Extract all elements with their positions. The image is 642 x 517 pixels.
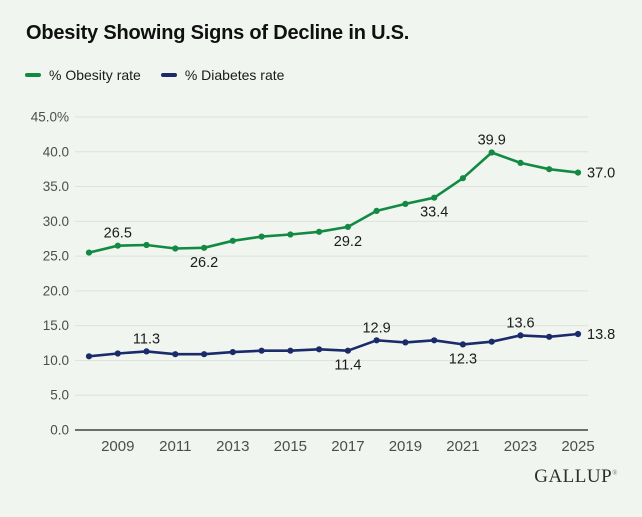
diabetes-point xyxy=(574,330,582,338)
diabetes-point-label: 12.9 xyxy=(362,320,390,336)
diabetes-point xyxy=(85,353,93,360)
obesity-point xyxy=(431,194,438,201)
diabetes-point xyxy=(229,349,236,356)
x-tick-label: 2019 xyxy=(389,438,422,455)
obesity-point xyxy=(344,223,351,230)
obesity-point xyxy=(488,149,495,156)
obesity-point xyxy=(143,241,150,249)
diabetes-point xyxy=(316,346,323,353)
gallup-logo: GALLUP® xyxy=(534,466,618,488)
legend-label-obesity: % Obesity rate xyxy=(49,67,141,83)
obesity-point xyxy=(287,231,294,238)
registered-trademark-icon: ® xyxy=(612,468,618,477)
y-tick-label: 45.0% xyxy=(31,109,69,124)
legend-label-diabetes: % Diabetes rate xyxy=(184,67,285,83)
obesity-point-label: 33.4 xyxy=(420,205,448,221)
obesity-point xyxy=(373,207,380,214)
diabetes-point xyxy=(402,339,409,346)
gallup-wordmark: GALLUP xyxy=(534,466,613,487)
x-tick-label: 2011 xyxy=(159,438,191,455)
diabetes-point xyxy=(488,338,495,345)
obesity-point xyxy=(201,244,208,251)
diabetes-point-label: 11.3 xyxy=(133,331,160,347)
diabetes-point xyxy=(172,351,179,358)
obesity-point xyxy=(85,249,93,256)
legend-item-diabetes: % Diabetes rate xyxy=(160,67,285,83)
diabetes-line xyxy=(87,332,580,358)
obesity-point-label: 26.5 xyxy=(104,226,132,242)
x-tick-label: 2009 xyxy=(101,438,134,455)
y-tick-label: 15.0 xyxy=(43,318,69,333)
diabetes-point xyxy=(431,337,438,344)
y-tick-label: 30.0 xyxy=(43,214,69,229)
obesity-point xyxy=(459,175,466,182)
legend-item-obesity: % Obesity rate xyxy=(25,67,141,83)
diabetes-point-label: 13.8 xyxy=(587,327,615,343)
obesity-point xyxy=(229,237,236,244)
obesity-point xyxy=(172,245,179,252)
y-tick-label: 25.0 xyxy=(43,249,69,264)
diabetes-point xyxy=(143,348,150,355)
obesity-line xyxy=(87,151,580,254)
diabetes-point-label: 12.3 xyxy=(449,351,477,367)
chart-title: Obesity Showing Signs of Decline in U.S. xyxy=(26,22,410,44)
diabetes-point xyxy=(546,333,553,340)
chart-legend: % Obesity rate % Diabetes rate xyxy=(25,67,284,83)
y-tick-label: 35.0 xyxy=(43,179,69,194)
obesity-point xyxy=(258,233,265,240)
diabetes-line-swatch-icon xyxy=(160,73,177,77)
y-tick-label: 20.0 xyxy=(43,283,69,298)
obesity-point xyxy=(546,166,553,173)
x-tick-label: 2025 xyxy=(561,438,594,455)
diabetes-point xyxy=(258,347,265,354)
y-tick-label: 5.0 xyxy=(50,388,69,403)
diabetes-point xyxy=(287,347,294,354)
obesity-point-label: 39.9 xyxy=(478,133,506,149)
obesity-point xyxy=(402,200,409,207)
diabetes-point xyxy=(373,337,380,344)
obesity-point-label: 37.0 xyxy=(587,166,615,182)
obesity-point xyxy=(114,242,121,249)
diabetes-point xyxy=(517,332,524,339)
obesity-point xyxy=(517,159,524,166)
obesity-diabetes-trend-chart: 0.0 5.0 10.0 15.0 20.0 25.0 30.0 35.0 40.0 45.0% 2… xyxy=(31,109,616,455)
obesity-point-label: 26.2 xyxy=(190,255,218,271)
x-tick-label: 2013 xyxy=(216,438,249,455)
diabetes-point xyxy=(344,347,351,354)
x-tick-label: 2015 xyxy=(274,438,307,455)
obesity-point xyxy=(316,228,323,235)
y-tick-label: 40.0 xyxy=(43,144,69,159)
y-tick-label: 10.0 xyxy=(43,353,69,368)
x-tick-label: 2017 xyxy=(331,438,364,455)
diabetes-point-label: 13.6 xyxy=(506,315,534,331)
obesity-point-label: 29.2 xyxy=(334,234,362,250)
diabetes-point-label: 11.4 xyxy=(334,358,361,374)
y-tick-label: 0.0 xyxy=(50,423,69,438)
diabetes-point xyxy=(114,350,121,357)
diabetes-point xyxy=(201,351,208,358)
x-tick-label: 2023 xyxy=(504,438,537,455)
obesity-point xyxy=(574,169,582,176)
obesity-line-swatch-icon xyxy=(25,73,41,77)
x-tick-label: 2021 xyxy=(446,438,479,455)
diabetes-point xyxy=(459,341,466,348)
